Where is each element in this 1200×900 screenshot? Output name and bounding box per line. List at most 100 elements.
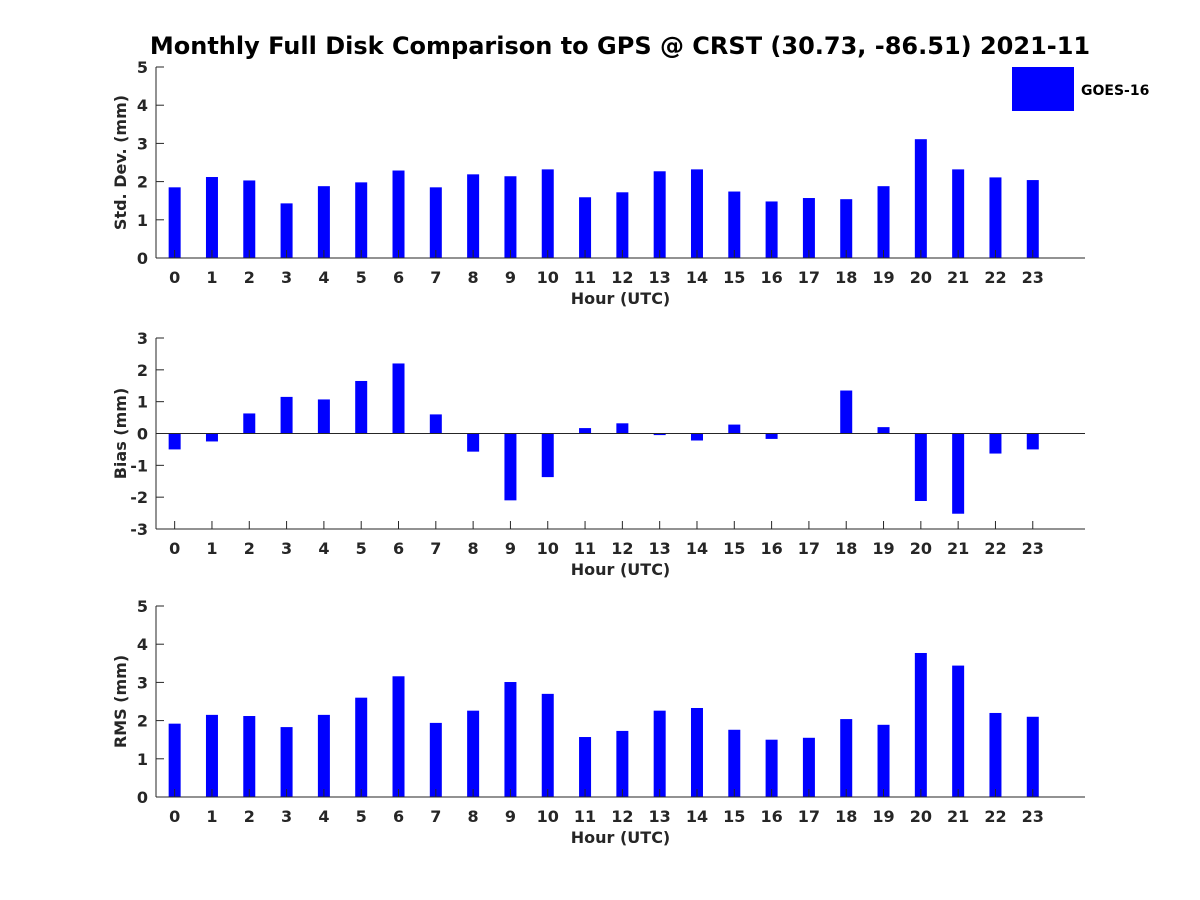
bar — [467, 174, 480, 258]
x-tick-label: 8 — [468, 807, 479, 826]
bar — [989, 712, 1002, 797]
y-tick-label: 2 — [137, 173, 148, 192]
y-tick-label: 0 — [137, 788, 148, 807]
x-tick-label: 8 — [468, 268, 479, 287]
bar — [243, 716, 256, 797]
bar — [914, 139, 927, 258]
bar — [317, 714, 330, 797]
bar — [579, 197, 592, 258]
x-tick-label: 22 — [984, 268, 1006, 287]
bar — [1026, 180, 1039, 258]
x-tick-label: 7 — [430, 539, 441, 558]
x-tick-label: 19 — [872, 539, 894, 558]
x-tick-label: 20 — [910, 539, 932, 558]
y-tick-label: 2 — [137, 712, 148, 731]
bar — [205, 714, 218, 797]
x-tick-label: 12 — [611, 539, 633, 558]
bar — [243, 180, 256, 258]
x-tick-label: 6 — [393, 268, 404, 287]
x-tick-label: 3 — [281, 807, 292, 826]
bar — [280, 727, 293, 797]
x-tick-label: 11 — [574, 268, 596, 287]
x-tick-label: 14 — [686, 807, 708, 826]
bar — [392, 676, 405, 797]
bar — [429, 414, 442, 434]
y-tick-label: 1 — [137, 393, 148, 412]
bar — [467, 433, 480, 452]
bar — [840, 719, 853, 797]
x-tick-label: 16 — [760, 807, 782, 826]
bar — [653, 171, 666, 258]
x-tick-label: 6 — [393, 539, 404, 558]
legend: GOES-16 — [1012, 67, 1149, 111]
bar — [1026, 433, 1039, 450]
bar — [168, 433, 181, 450]
bar — [952, 665, 965, 797]
x-tick-label: 0 — [169, 268, 180, 287]
bar — [802, 198, 815, 258]
bar — [317, 399, 330, 434]
bar — [355, 380, 368, 434]
bar — [840, 390, 853, 434]
y-tick-label: 4 — [137, 635, 148, 654]
x-tick-label: 7 — [430, 268, 441, 287]
x-tick-label: 12 — [611, 268, 633, 287]
y-axis-label: RMS (mm) — [111, 655, 130, 748]
x-tick-label: 13 — [649, 268, 671, 287]
bar — [765, 201, 778, 258]
bar — [989, 177, 1002, 258]
x-tick-label: 18 — [835, 539, 857, 558]
x-tick-label: 18 — [835, 268, 857, 287]
x-tick-label: 23 — [1022, 268, 1044, 287]
bar — [616, 192, 629, 258]
x-tick-label: 16 — [760, 268, 782, 287]
x-tick-label: 15 — [723, 539, 745, 558]
y-tick-label: 1 — [137, 750, 148, 769]
bar — [579, 737, 592, 797]
bar — [467, 710, 480, 797]
x-tick-label: 15 — [723, 268, 745, 287]
y-tick-label: -2 — [130, 488, 148, 507]
bar — [355, 182, 368, 258]
y-tick-label: -1 — [130, 456, 148, 475]
x-tick-label: 0 — [169, 807, 180, 826]
bar — [392, 170, 405, 258]
x-tick-label: 4 — [318, 539, 329, 558]
bar — [205, 177, 218, 258]
bar — [989, 433, 1002, 454]
bar — [914, 433, 927, 501]
bar — [429, 722, 442, 797]
bar — [690, 707, 703, 797]
x-tick-label: 16 — [760, 539, 782, 558]
bar — [616, 730, 629, 797]
y-tick-label: 0 — [137, 249, 148, 268]
bar — [877, 427, 890, 434]
x-tick-label: 19 — [872, 807, 894, 826]
x-tick-label: 17 — [798, 268, 820, 287]
y-tick-label: 3 — [137, 329, 148, 348]
bar — [914, 652, 927, 797]
bar — [168, 187, 181, 258]
x-tick-label: 22 — [984, 539, 1006, 558]
x-tick-label: 14 — [686, 539, 708, 558]
bar — [765, 433, 778, 439]
x-tick-label: 20 — [910, 807, 932, 826]
bar — [429, 187, 442, 258]
bar — [280, 396, 293, 434]
x-tick-label: 11 — [574, 807, 596, 826]
x-tick-label: 2 — [244, 268, 255, 287]
x-tick-label: 10 — [537, 268, 559, 287]
bar — [653, 433, 666, 436]
bar — [728, 424, 741, 434]
x-axis-label: Hour (UTC) — [571, 828, 671, 847]
bar — [765, 739, 778, 797]
bar — [504, 682, 517, 797]
x-tick-label: 4 — [318, 268, 329, 287]
bar — [690, 169, 703, 258]
x-tick-label: 2 — [244, 807, 255, 826]
x-tick-label: 5 — [356, 268, 367, 287]
